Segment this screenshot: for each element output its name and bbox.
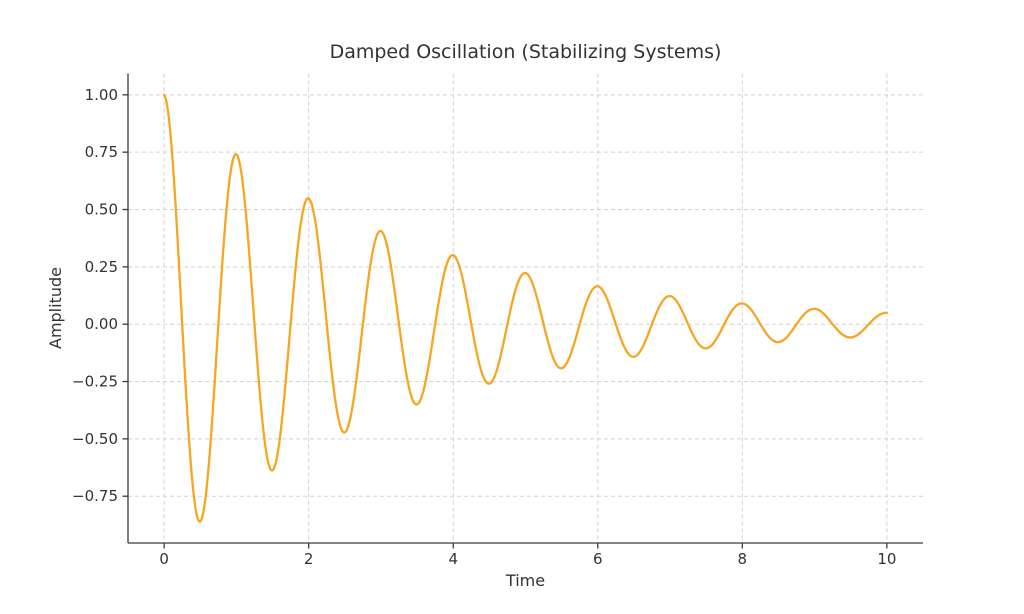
y-tick-label: 0.75 [85,143,118,161]
y-tick-label: 0.25 [85,258,118,276]
y-tick-label: −0.75 [72,487,118,505]
x-tick-label: 0 [159,550,169,568]
x-tick-label: 2 [304,550,314,568]
y-tick-label: 0.00 [85,315,118,333]
y-axis-label: Amplitude [46,267,65,349]
x-tick-label: 10 [877,550,896,568]
y-tick-label: 0.50 [85,201,118,219]
x-tick-label: 4 [448,550,458,568]
tick-layer: 0 2 4 6 8 10 1.00 0.75 0.50 0.25 0.00 −0.25 −0.50 −0.… [72,86,896,568]
x-tick-label: 6 [593,550,603,568]
gridlines [128,73,923,543]
x-axis-label: Time [505,571,545,590]
y-tick-label: −0.25 [72,373,118,391]
axes-spines [127,73,923,544]
y-tick-label: −0.50 [72,430,118,448]
y-tick-label: 1.00 [85,86,118,104]
chart-title: Damped Oscillation (Stabilizing Systems) [330,41,722,63]
curve-layer [162,93,889,523]
damped-oscillation-line [162,93,889,523]
x-tick-label: 8 [738,550,748,568]
